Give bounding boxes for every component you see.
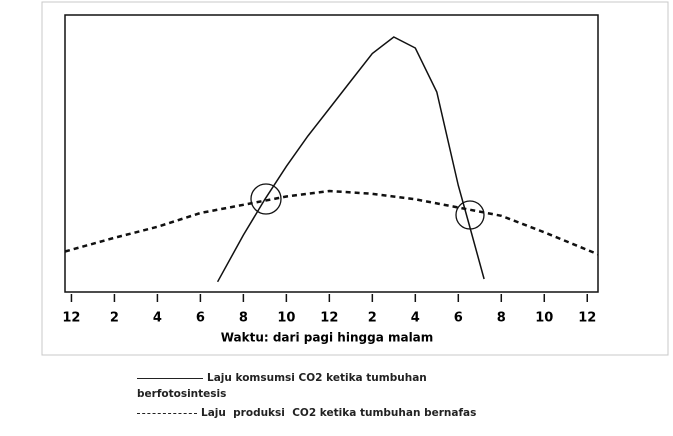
x-tick-label: 4 — [153, 311, 162, 326]
x-tick-label: 2 — [110, 311, 119, 326]
x-tick-label: 12 — [320, 311, 338, 326]
legend-label: Laju produksi CO2 ketika tumbuhan bernaf… — [201, 407, 477, 419]
x-tick-label: 6 — [196, 311, 205, 326]
x-tick-label: 10 — [277, 311, 295, 326]
x-tick-label: 2 — [368, 311, 377, 326]
legend-entry: Laju komsumsi CO2 ketika tumbuhan berfot… — [137, 370, 437, 402]
x-tick-label: 12 — [62, 311, 80, 326]
intersection-circle — [250, 183, 282, 215]
x-tick-label: 4 — [411, 311, 420, 326]
x-tick-label: 8 — [239, 311, 248, 326]
series-line — [64, 189, 599, 256]
x-axis-label: Waktu: dari pagi hingga malam — [221, 331, 434, 345]
x-tick-label: 12 — [578, 311, 596, 326]
legend-label: Laju komsumsi CO2 ketika tumbuhan berfot… — [137, 372, 427, 400]
legend-entry: Laju produksi CO2 ketika tumbuhan bernaf… — [137, 405, 476, 421]
legend-swatch — [137, 377, 203, 379]
series-line — [216, 36, 485, 283]
x-tick-label: 8 — [497, 311, 506, 326]
plot-frame — [64, 14, 599, 293]
intersection-circle — [455, 200, 485, 230]
legend-swatch — [137, 412, 197, 414]
outer-frame — [41, 1, 669, 356]
x-tick-label: 10 — [535, 311, 553, 326]
x-tick-label: 6 — [454, 311, 463, 326]
